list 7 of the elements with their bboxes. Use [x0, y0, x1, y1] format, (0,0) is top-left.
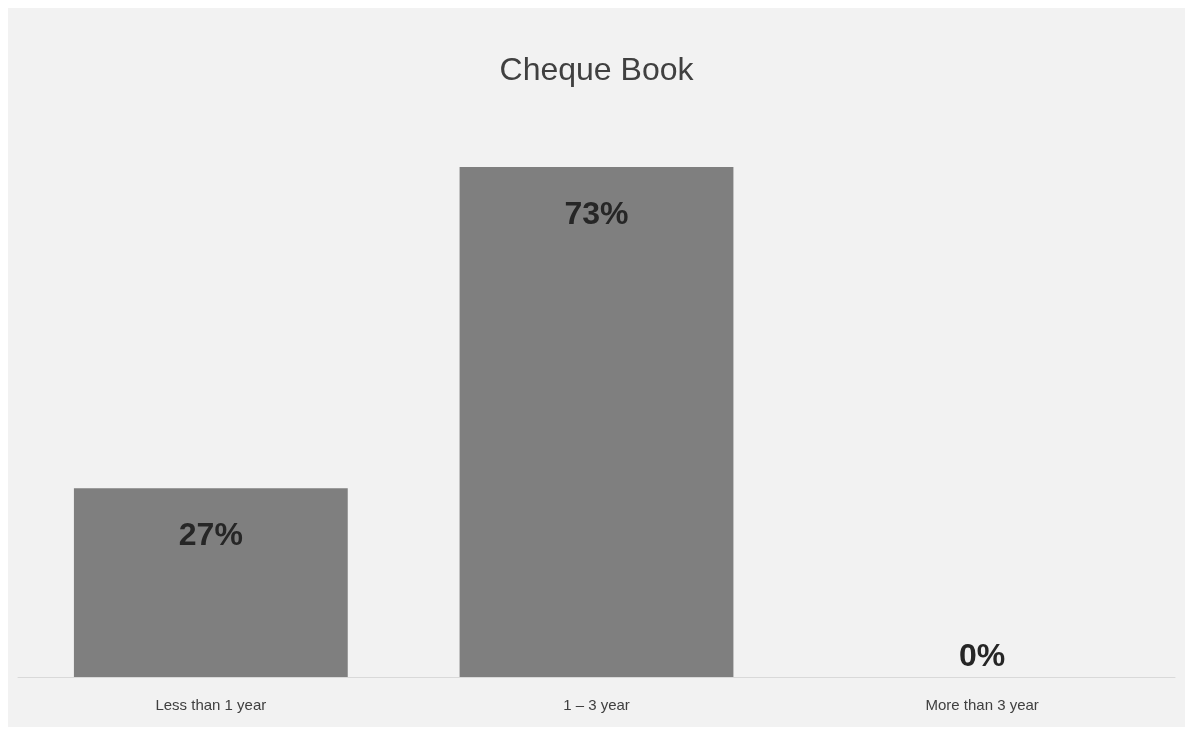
- data-label: 0%: [959, 637, 1006, 673]
- x-tick-label: More than 3 year: [925, 696, 1039, 713]
- data-label: 27%: [178, 516, 243, 553]
- chart-title: Cheque Book: [499, 51, 695, 87]
- x-tick-label: Less than 1 year: [155, 696, 267, 713]
- x-tick-label: 1 – 3 year: [563, 696, 630, 713]
- data-label: 73%: [564, 194, 629, 231]
